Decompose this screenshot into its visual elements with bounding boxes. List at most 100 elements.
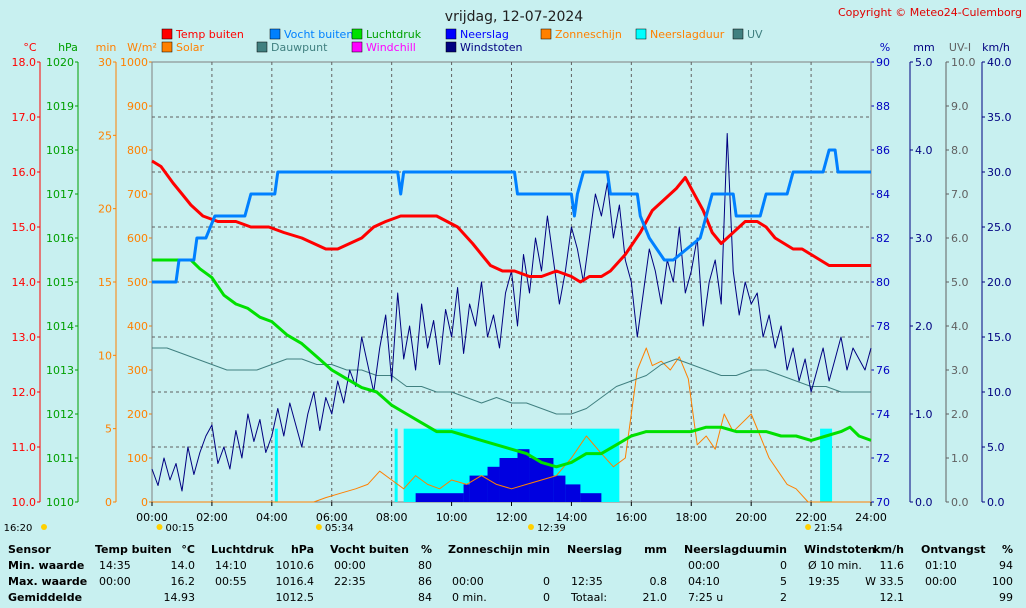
axis-tick-label: 900 [127, 100, 148, 113]
stats-header: Temp buiten [95, 543, 172, 556]
stats-cell-value: 5 [780, 575, 787, 588]
rain-bar [517, 449, 530, 502]
axis-tick-label: 18.0 [12, 56, 37, 69]
axis-unit-label: km/h [982, 41, 1010, 54]
axis-unit-label: mm [913, 41, 934, 54]
stats-header-unit: °C [181, 543, 195, 556]
axis-tick-label: 25.0 [987, 221, 1012, 234]
stats-header-unit: min [763, 543, 787, 556]
stats-cell-value: 14.93 [163, 591, 196, 604]
legend-swatch [732, 28, 744, 40]
stats-cell-time: 01:10 [925, 559, 957, 572]
axis-unit-label: % [880, 41, 890, 54]
rain-duration-bar [274, 428, 278, 502]
axis-tick-label: 2.0 [915, 320, 933, 333]
legend-swatch [540, 28, 552, 40]
stats-cell-value: 80 [418, 559, 432, 572]
axis-tick-label: 100 [127, 452, 148, 465]
axis-tick-label: 1020 [46, 56, 74, 69]
axis-tick-label: 30.0 [987, 166, 1012, 179]
series-lines [151, 133, 872, 503]
stats-cell-value: 0 [780, 559, 787, 572]
axis-tick-label: 5.0 [915, 56, 933, 69]
axis-tick-label: 25 [98, 129, 112, 142]
axis-tick-label: 80 [876, 276, 890, 289]
x-tick-label: 14:00 [556, 511, 588, 524]
axis-tick-label: 1013 [46, 364, 74, 377]
stats-cell-value: 1012.5 [275, 591, 315, 604]
x-tick-label: 10:00 [436, 511, 468, 524]
axis-tick-label: 35.0 [987, 111, 1012, 124]
axis-tick-label: 90 [876, 56, 890, 69]
axis-tick-label: 6.0 [951, 232, 969, 245]
rain-bar [580, 493, 602, 502]
stats-cell-time: 12:35 [571, 575, 603, 588]
series-line-dauwpunt [152, 347, 871, 415]
axis-tick-label: 5 [105, 423, 112, 436]
stats-cell-value: 100 [992, 575, 1013, 588]
legend-swatch [161, 28, 173, 40]
stats-cell-value: W 33.5 [865, 575, 904, 588]
sun-marker-icon [527, 524, 534, 530]
sun-marker-icon [156, 524, 163, 530]
stats-cell-value: 94 [999, 559, 1013, 572]
legend-swatch [269, 28, 281, 40]
legend-swatch [351, 28, 363, 40]
stats-cell-time: 22:35 [334, 575, 366, 588]
weather-chart: vrijdag, 12-07-2024 Copyright © Meteo24-… [4, 6, 1022, 534]
x-tick-label: 00:00 [136, 511, 168, 524]
stats-cell-time: Totaal: [571, 591, 608, 604]
axis-tick-label: 2.0 [951, 408, 969, 421]
axis-tick-label: 1017 [46, 188, 74, 201]
axis-tick-label: 800 [127, 144, 148, 157]
stats-cell-time: 00:00 [452, 575, 484, 588]
stats-row-label: Gemiddelde [8, 591, 83, 604]
x-tick-label: 08:00 [376, 511, 408, 524]
sun-marker-icon [805, 524, 812, 530]
series-line-solar [152, 347, 871, 503]
stats-cell-time: 19:35 [808, 575, 840, 588]
stats-cell-time: 00:00 [99, 575, 131, 588]
axis-tick-label: 76 [876, 364, 890, 377]
stats-header: Windstoten [804, 543, 876, 556]
rain-bar [415, 493, 464, 502]
stats-cell-value: 84 [418, 591, 432, 604]
axes: 18.0 17.0 16.0 15.0 14.0 13.0 12.0 11.0 10.0 °C 10… [12, 41, 1012, 509]
chart-title: vrijdag, 12-07-2024 [445, 9, 584, 25]
axis-tick-label: 10.0 [12, 496, 37, 509]
stats-cell-value: 0 [543, 591, 550, 604]
copyright-text: Copyright © Meteo24-Culemborg [838, 6, 1022, 19]
rain-bar [463, 484, 470, 502]
stats-cell-time: 00:00 [688, 559, 720, 572]
stats-cell-value: 11.6 [879, 559, 905, 572]
axis-unit-label: UV-I [949, 41, 971, 54]
axis-tick-label: 1011 [46, 452, 74, 465]
legend-label: Vocht buiten [284, 28, 353, 41]
stats-header-unit: km/h [873, 543, 904, 556]
axis-unit-label: °C [23, 41, 37, 54]
legend-label: Dauwpunt [271, 41, 328, 54]
axis-tick-label: 10 [98, 349, 112, 362]
axis-tick-label: 5.0 [987, 441, 1005, 454]
x-tick-label: 02:00 [196, 511, 228, 524]
stats-header-unit: % [1001, 543, 1013, 556]
stats-cell-value: 0 [543, 575, 550, 588]
axis-tick-label: 16.0 [12, 166, 37, 179]
stats-cell-time: 00:55 [215, 575, 247, 588]
x-tick-label: 12:00 [496, 511, 528, 524]
stats-cell-value: 0.8 [649, 575, 668, 588]
stats-row-label: Min. waarde [8, 559, 85, 572]
stats-header-unit: hPa [290, 543, 314, 556]
axis-tick-label: 9.0 [951, 100, 969, 113]
stats-cell-time: 00:00 [925, 575, 957, 588]
axis-tick-label: 20.0 [987, 276, 1012, 289]
axis-tick-label: 4.0 [915, 144, 933, 157]
stats-header-unit: min [526, 543, 550, 556]
axis-tick-label: 17.0 [12, 111, 37, 124]
axis-tick-label: 20 [98, 203, 112, 216]
rain-bar [553, 475, 566, 502]
axis-tick-label: 10.0 [987, 386, 1012, 399]
stats-header: Ontvangst [921, 543, 986, 556]
rain-bar [565, 484, 581, 502]
axis-tick-label: 8.0 [951, 144, 969, 157]
